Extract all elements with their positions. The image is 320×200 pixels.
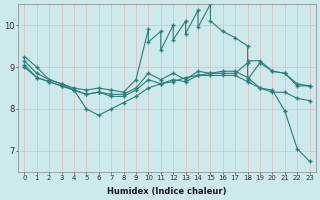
X-axis label: Humidex (Indice chaleur): Humidex (Indice chaleur) [107, 187, 227, 196]
